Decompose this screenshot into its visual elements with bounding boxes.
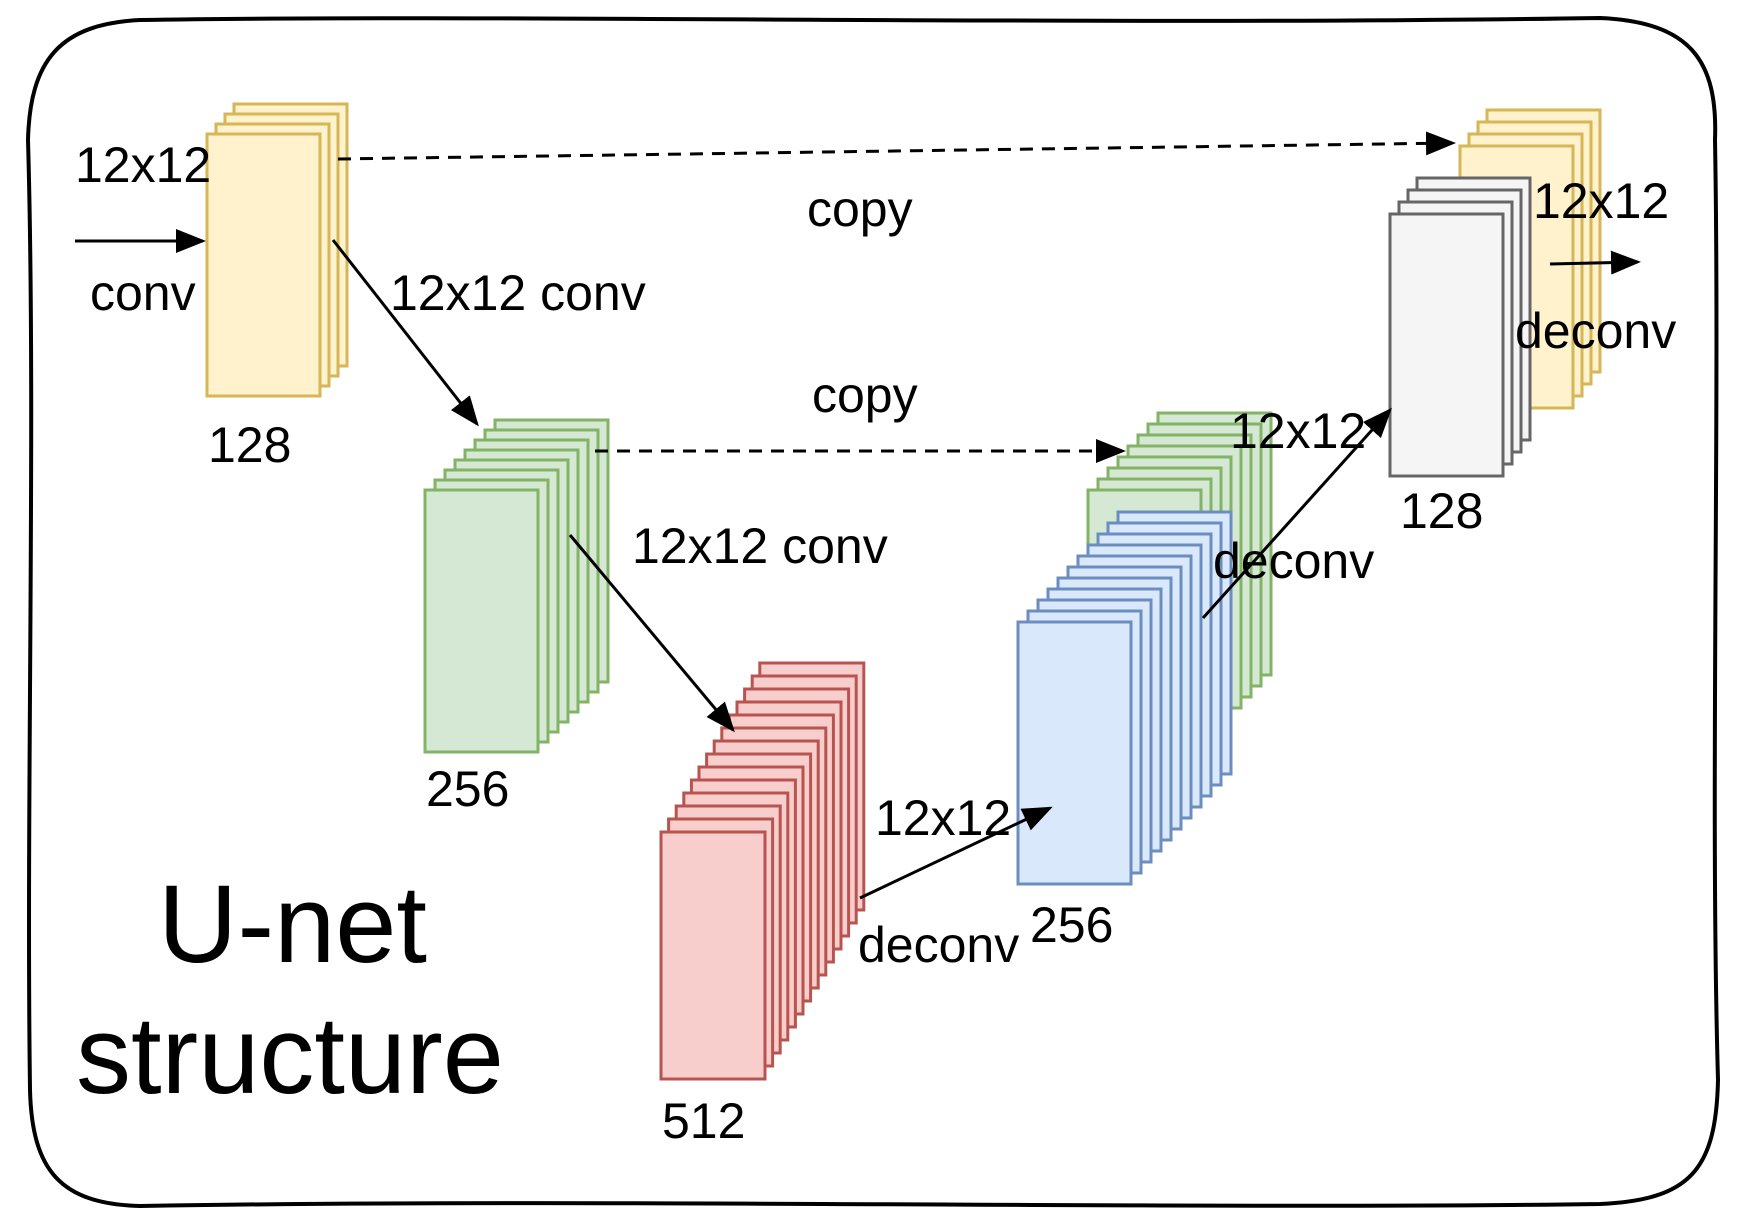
block-stacks (205, 102, 1602, 1081)
input-op-label: conv (90, 265, 196, 321)
up1-op-label: deconv (858, 917, 1019, 973)
connectors (75, 131, 1641, 900)
out-op-label: deconv (1515, 303, 1676, 359)
labels: 12x12 conv 128 12x12 conv copy copy 256 … (75, 137, 1676, 1149)
dec-256-label: 256 (1030, 897, 1113, 953)
input-kernel-label: 12x12 (75, 137, 211, 193)
out-kernel-label: 12x12 (1533, 173, 1669, 229)
feature-map-front (205, 132, 322, 398)
output-arrow (1549, 250, 1641, 275)
copy-mid-label: copy (812, 367, 918, 423)
bottleneck-512-block (659, 661, 866, 1081)
dec-128-label: 128 (1400, 483, 1483, 539)
diagram-title-line1: U-net (158, 863, 427, 986)
dec-256-block (1016, 510, 1233, 886)
frame-border (25, 15, 1721, 1209)
enc-128-block (205, 102, 349, 398)
up1-kernel-label: 12x12 (875, 790, 1011, 846)
down-arrow-2 (568, 534, 735, 733)
diagram-title-line2: structure (76, 994, 504, 1117)
feature-map-front (1016, 620, 1133, 886)
feature-map-front (659, 830, 767, 1081)
down2-label: 12x12 conv (632, 518, 888, 574)
down-arrow-1 (331, 239, 479, 427)
up-arrow-2 (1201, 407, 1393, 620)
down1-label: 12x12 conv (390, 265, 646, 321)
enc-256-block (423, 418, 610, 754)
copy-top-label: copy (807, 181, 913, 237)
dec-128-block (1388, 176, 1532, 478)
up-arrow-1 (859, 806, 1053, 900)
feature-map-front (423, 488, 540, 754)
enc-256-label: 256 (426, 761, 509, 817)
feature-map-front (1388, 212, 1505, 478)
up2-kernel-label: 12x12 (1230, 403, 1366, 459)
copy-arrow-top (337, 131, 1456, 161)
up2-op-label: deconv (1213, 533, 1374, 589)
enc-128-label: 128 (208, 417, 291, 473)
bottleneck-512-label: 512 (662, 1093, 745, 1149)
